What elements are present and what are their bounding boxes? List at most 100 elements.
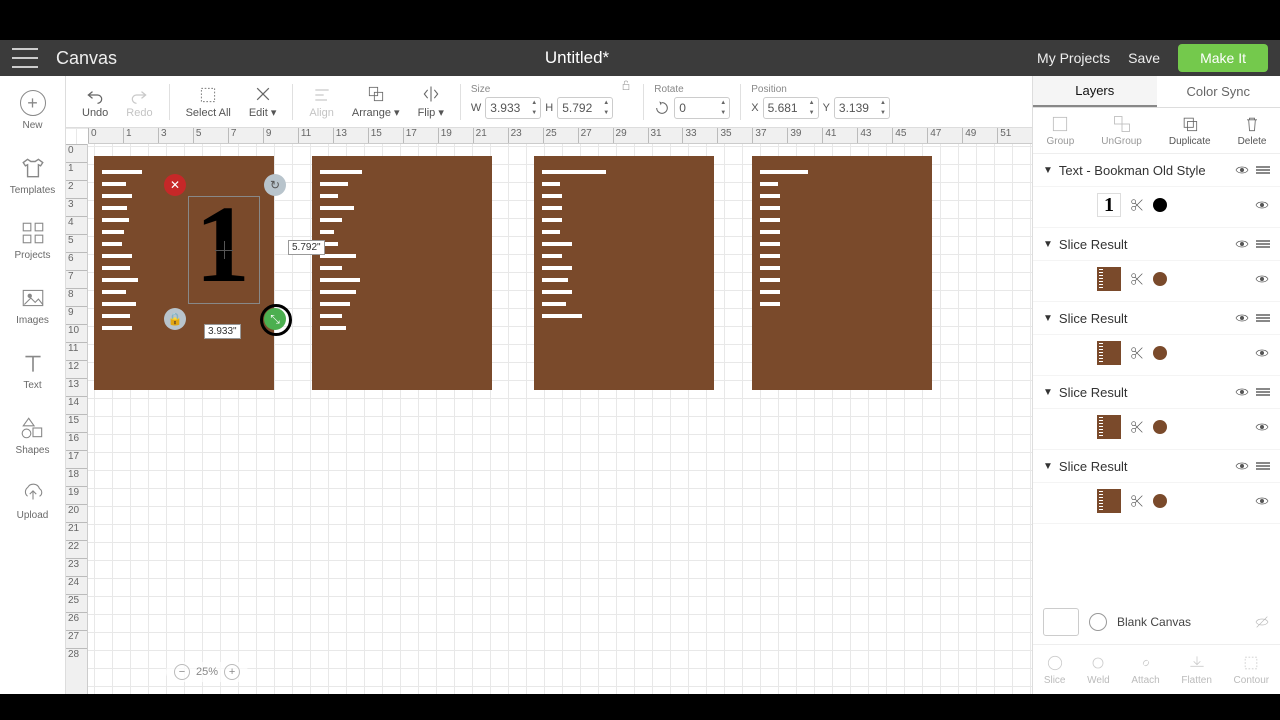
nav-templates[interactable]: Templates xyxy=(0,147,65,204)
save-link[interactable]: Save xyxy=(1128,50,1160,66)
expand-icon[interactable]: ▼ xyxy=(1043,387,1053,398)
tab-layers[interactable]: Layers xyxy=(1033,76,1157,107)
delete-handle[interactable]: ✕ xyxy=(164,174,186,196)
expand-icon[interactable]: ▼ xyxy=(1043,313,1053,324)
layer-header[interactable]: ▼Slice Result xyxy=(1033,228,1280,261)
right-tabs: Layers Color Sync xyxy=(1033,76,1280,108)
width-input[interactable]: 3.933▲▼ xyxy=(485,97,541,119)
arrange-button[interactable]: Arrange ▾ xyxy=(346,84,406,119)
flip-button[interactable]: Flip ▾ xyxy=(412,84,450,119)
redo-button[interactable]: Redo xyxy=(120,85,158,119)
select-all-button[interactable]: Select All xyxy=(180,85,237,119)
mat-4[interactable] xyxy=(752,156,932,390)
blank-canvas-color[interactable] xyxy=(1089,613,1107,631)
align-button[interactable]: Align xyxy=(303,85,339,119)
ungroup-button[interactable]: UnGroup xyxy=(1101,114,1142,147)
drag-handle-icon[interactable] xyxy=(1256,240,1270,248)
visibility-icon[interactable] xyxy=(1254,197,1270,213)
edit-button[interactable]: Edit ▾ xyxy=(243,84,283,119)
flatten-button[interactable]: Flatten xyxy=(1181,653,1212,686)
undo-button[interactable]: Undo xyxy=(76,85,114,119)
layer-list[interactable]: ▼Text - Bookman Old Style1▼Slice Result▼… xyxy=(1033,154,1280,600)
expand-icon[interactable]: ▼ xyxy=(1043,239,1053,250)
layer-header[interactable]: ▼Slice Result xyxy=(1033,450,1280,483)
layer-header[interactable]: ▼Slice Result xyxy=(1033,376,1280,409)
layer-item[interactable] xyxy=(1033,483,1280,524)
rotate-input[interactable]: 0▲▼ xyxy=(674,97,730,119)
layer-color-dot[interactable] xyxy=(1153,420,1167,434)
app-root: Canvas Untitled* My Projects Save Make I… xyxy=(0,40,1280,694)
workspace[interactable]: 1 ✕ ↻ 🔒 ⤡ 3.933" 5.792" xyxy=(88,144,1032,694)
visibility-icon[interactable] xyxy=(1254,419,1270,435)
layer-item[interactable] xyxy=(1033,409,1280,450)
tab-color-sync[interactable]: Color Sync xyxy=(1157,76,1280,107)
rotate-handle[interactable]: ↻ xyxy=(264,174,286,196)
layer-color-dot[interactable] xyxy=(1153,198,1167,212)
drag-handle-icon[interactable] xyxy=(1256,166,1270,174)
vertical-ruler: 0123456789101112131415161718192021222324… xyxy=(66,144,88,694)
nav-new[interactable]: + New xyxy=(0,82,65,139)
canvas-area[interactable]: 0135791113151719212325272931333537394143… xyxy=(66,128,1032,694)
lock-icon[interactable] xyxy=(619,78,633,92)
my-projects-link[interactable]: My Projects xyxy=(1037,50,1110,66)
visibility-icon[interactable] xyxy=(1254,493,1270,509)
visibility-icon[interactable] xyxy=(1234,310,1250,326)
height-input[interactable]: 5.792▲▼ xyxy=(557,97,613,119)
nav-upload[interactable]: Upload xyxy=(0,472,65,529)
position-group: Position X 5.681▲▼ Y 3.139▲▼ xyxy=(751,84,890,119)
nav-images[interactable]: Images xyxy=(0,277,65,334)
attach-button[interactable]: Attach xyxy=(1131,653,1159,686)
visibility-icon[interactable] xyxy=(1254,271,1270,287)
make-it-button[interactable]: Make It xyxy=(1178,44,1268,72)
drag-handle-icon[interactable] xyxy=(1256,462,1270,470)
resize-handle[interactable]: ⤡ xyxy=(264,308,286,330)
delete-button[interactable]: Delete xyxy=(1238,114,1267,147)
contour-button[interactable]: Contour xyxy=(1234,653,1270,686)
visibility-icon[interactable] xyxy=(1234,384,1250,400)
visibility-icon[interactable] xyxy=(1254,345,1270,361)
zoom-control[interactable]: − 25% + xyxy=(166,662,248,682)
selection-box[interactable]: 1 xyxy=(188,196,260,304)
menu-icon[interactable] xyxy=(12,48,38,68)
drag-handle-icon[interactable] xyxy=(1256,388,1270,396)
select-all-icon xyxy=(198,85,218,105)
duplicate-button[interactable]: Duplicate xyxy=(1169,114,1211,147)
right-panel: Layers Color Sync Group UnGroup Duplicat… xyxy=(1032,76,1280,694)
mat-2[interactable] xyxy=(312,156,492,390)
layer-header[interactable]: ▼Text - Bookman Old Style xyxy=(1033,154,1280,187)
hidden-icon[interactable] xyxy=(1254,614,1270,630)
layer-color-dot[interactable] xyxy=(1153,494,1167,508)
scissor-icon xyxy=(1129,419,1145,435)
y-input[interactable]: 3.139▲▼ xyxy=(834,97,890,119)
blank-canvas-row[interactable]: Blank Canvas xyxy=(1033,600,1280,644)
layer-item[interactable]: 1 xyxy=(1033,187,1280,228)
layer-color-dot[interactable] xyxy=(1153,272,1167,286)
mat-3[interactable] xyxy=(534,156,714,390)
zoom-in-button[interactable]: + xyxy=(224,664,240,680)
visibility-icon[interactable] xyxy=(1234,162,1250,178)
layer-item[interactable] xyxy=(1033,335,1280,376)
nav-shapes[interactable]: Shapes xyxy=(0,407,65,464)
nav-projects[interactable]: Projects xyxy=(0,212,65,269)
expand-icon[interactable]: ▼ xyxy=(1043,165,1053,176)
nav-text[interactable]: Text xyxy=(0,342,65,399)
lock-handle[interactable]: 🔒 xyxy=(164,308,186,330)
layer-color-dot[interactable] xyxy=(1153,346,1167,360)
height-dimension: 5.792" xyxy=(288,240,325,255)
drag-handle-icon[interactable] xyxy=(1256,314,1270,322)
visibility-icon[interactable] xyxy=(1234,458,1250,474)
group-button[interactable]: Group xyxy=(1047,114,1075,147)
slice-button[interactable]: Slice xyxy=(1044,653,1066,686)
width-dimension: 3.933" xyxy=(204,324,241,339)
layer-item[interactable] xyxy=(1033,261,1280,302)
bottom-actions: Slice Weld Attach Flatten Contour xyxy=(1033,644,1280,694)
document-title: Untitled* xyxy=(117,48,1037,68)
visibility-icon[interactable] xyxy=(1234,236,1250,252)
zoom-out-button[interactable]: − xyxy=(174,664,190,680)
x-input[interactable]: 5.681▲▼ xyxy=(763,97,819,119)
weld-button[interactable]: Weld xyxy=(1087,653,1110,686)
expand-icon[interactable]: ▼ xyxy=(1043,461,1053,472)
plus-icon: + xyxy=(20,90,46,116)
undo-icon xyxy=(85,85,105,105)
layer-header[interactable]: ▼Slice Result xyxy=(1033,302,1280,335)
